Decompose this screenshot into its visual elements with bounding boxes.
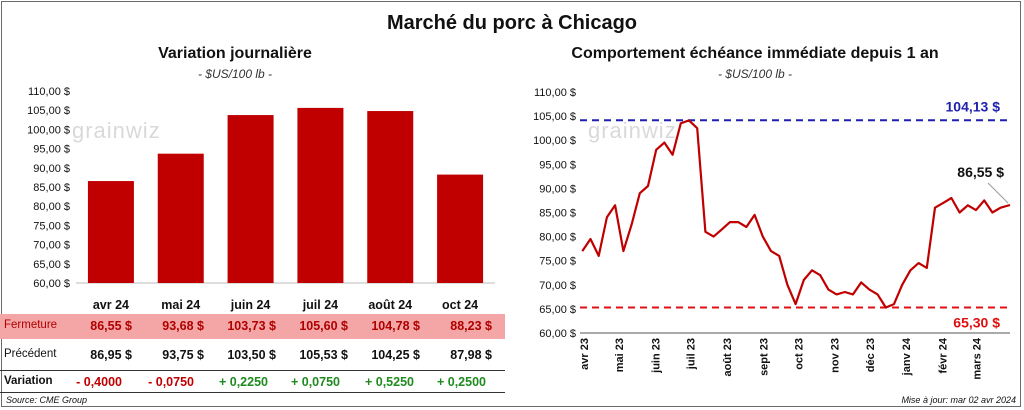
change-cell-2: + 0,2250 — [218, 375, 268, 389]
left-y-tick-label: 95,00 $ — [33, 144, 70, 156]
right-x-tick-label: sept 23 — [758, 338, 770, 376]
left-y-tick-label: 90,00 $ — [33, 163, 70, 175]
prev-cell-0: 86,95 $ — [90, 348, 132, 362]
left-y-tick-label: 75,00 $ — [33, 220, 70, 232]
change-cell-0: - 0,4000 — [76, 375, 122, 389]
right-y-tick-label: 65,00 $ — [539, 304, 576, 316]
right-x-tick-label: août 23 — [722, 338, 734, 377]
left-chart-title: Variation journalière — [158, 45, 312, 62]
left-y-tick-label: 65,00 $ — [33, 259, 70, 271]
left-x-category-label: avr 24 — [93, 298, 129, 312]
price-series-line — [581, 119, 1011, 309]
right-y-tick-label: 90,00 $ — [539, 183, 576, 195]
left-chart-subtitle: - $US/100 lb - — [197, 67, 273, 81]
right-x-tick-label: juil 23 — [686, 338, 698, 370]
left-bar — [367, 111, 414, 283]
table-row-close: Fermeture 86,55 $ 93,68 $ 103,73 $ 105,6… — [0, 314, 505, 339]
right-y-tick-label: 80,00 $ — [539, 232, 576, 244]
right-x-tick-label: mars 24 — [972, 337, 984, 379]
close-cell-5: 88,23 $ — [450, 319, 492, 333]
watermark-right: grainwiz — [588, 118, 677, 143]
left-x-category-label: juin 24 — [230, 298, 271, 312]
right-x-tick-label: juin 23 — [650, 338, 662, 374]
change-cell-4: + 0,5250 — [364, 375, 414, 389]
right-x-tick-label: févr 24 — [938, 337, 950, 373]
main-title: Marché du porc à Chicago — [386, 12, 638, 34]
right-x-tick-label: déc 23 — [865, 338, 877, 372]
right-y-tick-label: 70,00 $ — [539, 280, 576, 292]
prev-cell-4: 104,25 $ — [371, 348, 420, 362]
right-x-tick-label: nov 23 — [830, 338, 842, 373]
left-x-category-label: août 24 — [368, 298, 412, 312]
right-y-tick-label: 105,00 $ — [533, 111, 576, 123]
left-y-tick-label: 105,00 $ — [27, 105, 70, 117]
left-x-category-label: juil 24 — [302, 298, 338, 312]
change-cell-1: - 0,0750 — [148, 375, 194, 389]
row-label-change: Variation — [4, 375, 53, 387]
right-y-tick-label: 75,00 $ — [539, 256, 576, 268]
right-x-tick-label: oct 23 — [793, 338, 805, 370]
right-line-chart: 110,00 $ 105,00 $ 100,00 $ 95,00 $ 90,00 $ 85… — [533, 87, 1011, 380]
right-y-tick-label: 85,00 $ — [539, 208, 576, 220]
table-row-prev: Précédent 86,95 $ 93,75 $ 103,50 $ 105,5… — [0, 344, 505, 366]
left-y-tick-label: 110,00 $ — [28, 86, 70, 98]
left-y-tick-label: 85,00 $ — [33, 182, 70, 194]
table-bottom-divider — [0, 392, 505, 393]
right-chart-subtitle: - $US/100 lb - — [717, 67, 793, 81]
left-x-category-label: mai 24 — [161, 298, 200, 312]
update-note: Mise à jour: mar 02 avr 2024 — [901, 395, 1016, 405]
close-cell-2: 103,73 $ — [227, 319, 276, 333]
last-value-label: 86,55 $ — [957, 164, 1004, 180]
left-bar — [227, 115, 274, 283]
left-y-tick-label: 80,00 $ — [33, 201, 70, 213]
low-value-label: 65,30 $ — [953, 314, 1000, 330]
row-label-prev: Précédent — [4, 348, 57, 360]
left-bar — [157, 153, 204, 283]
right-y-tick-label: 100,00 $ — [533, 135, 576, 147]
right-y-tick-label: 95,00 $ — [539, 159, 576, 171]
close-cell-0: 86,55 $ — [90, 319, 132, 333]
change-cell-5: + 0,2500 — [436, 375, 486, 389]
close-cell-3: 105,60 $ — [299, 319, 348, 333]
prev-cell-2: 103,50 $ — [227, 348, 276, 362]
left-y-tick-label: 60,00 $ — [33, 278, 70, 290]
close-cell-1: 93,68 $ — [162, 319, 204, 333]
left-bar — [297, 107, 344, 284]
right-x-tick-label: janv 24 — [901, 337, 913, 376]
table-row-change: Variation - 0,4000 - 0,0750 + 0,2250 + 0… — [0, 370, 505, 393]
last-value-leader — [987, 182, 1009, 204]
left-bar-chart: 110,00 $ 105,00 $ 100,00 $ 95,00 $ 90,00 $ 85… — [27, 86, 495, 312]
source-note: Source: CME Group — [6, 395, 88, 405]
close-cell-4: 104,78 $ — [371, 319, 420, 333]
prev-cell-1: 93,75 $ — [162, 348, 204, 362]
left-bar — [87, 181, 134, 283]
right-chart-title: Comportement échéance immédiate depuis 1… — [571, 45, 939, 62]
row-label-close: Fermeture — [4, 319, 58, 331]
high-value-label: 104,13 $ — [946, 98, 1001, 114]
prev-cell-3: 105,53 $ — [299, 348, 348, 362]
right-x-tick-label: avr 23 — [579, 338, 591, 370]
right-y-tick-label: 60,00 $ — [539, 328, 576, 340]
right-y-tick-label: 110,00 $ — [534, 87, 576, 99]
prev-cell-5: 87,98 $ — [450, 348, 492, 362]
left-bar — [437, 174, 484, 283]
left-y-tick-label: 100,00 $ — [27, 124, 70, 136]
right-x-tick-label: mai 23 — [614, 338, 626, 372]
left-x-category-label: oct 24 — [442, 298, 478, 312]
watermark-left: grainwiz — [72, 118, 161, 143]
change-cell-3: + 0,0750 — [290, 375, 340, 389]
left-y-tick-label: 70,00 $ — [33, 240, 70, 252]
